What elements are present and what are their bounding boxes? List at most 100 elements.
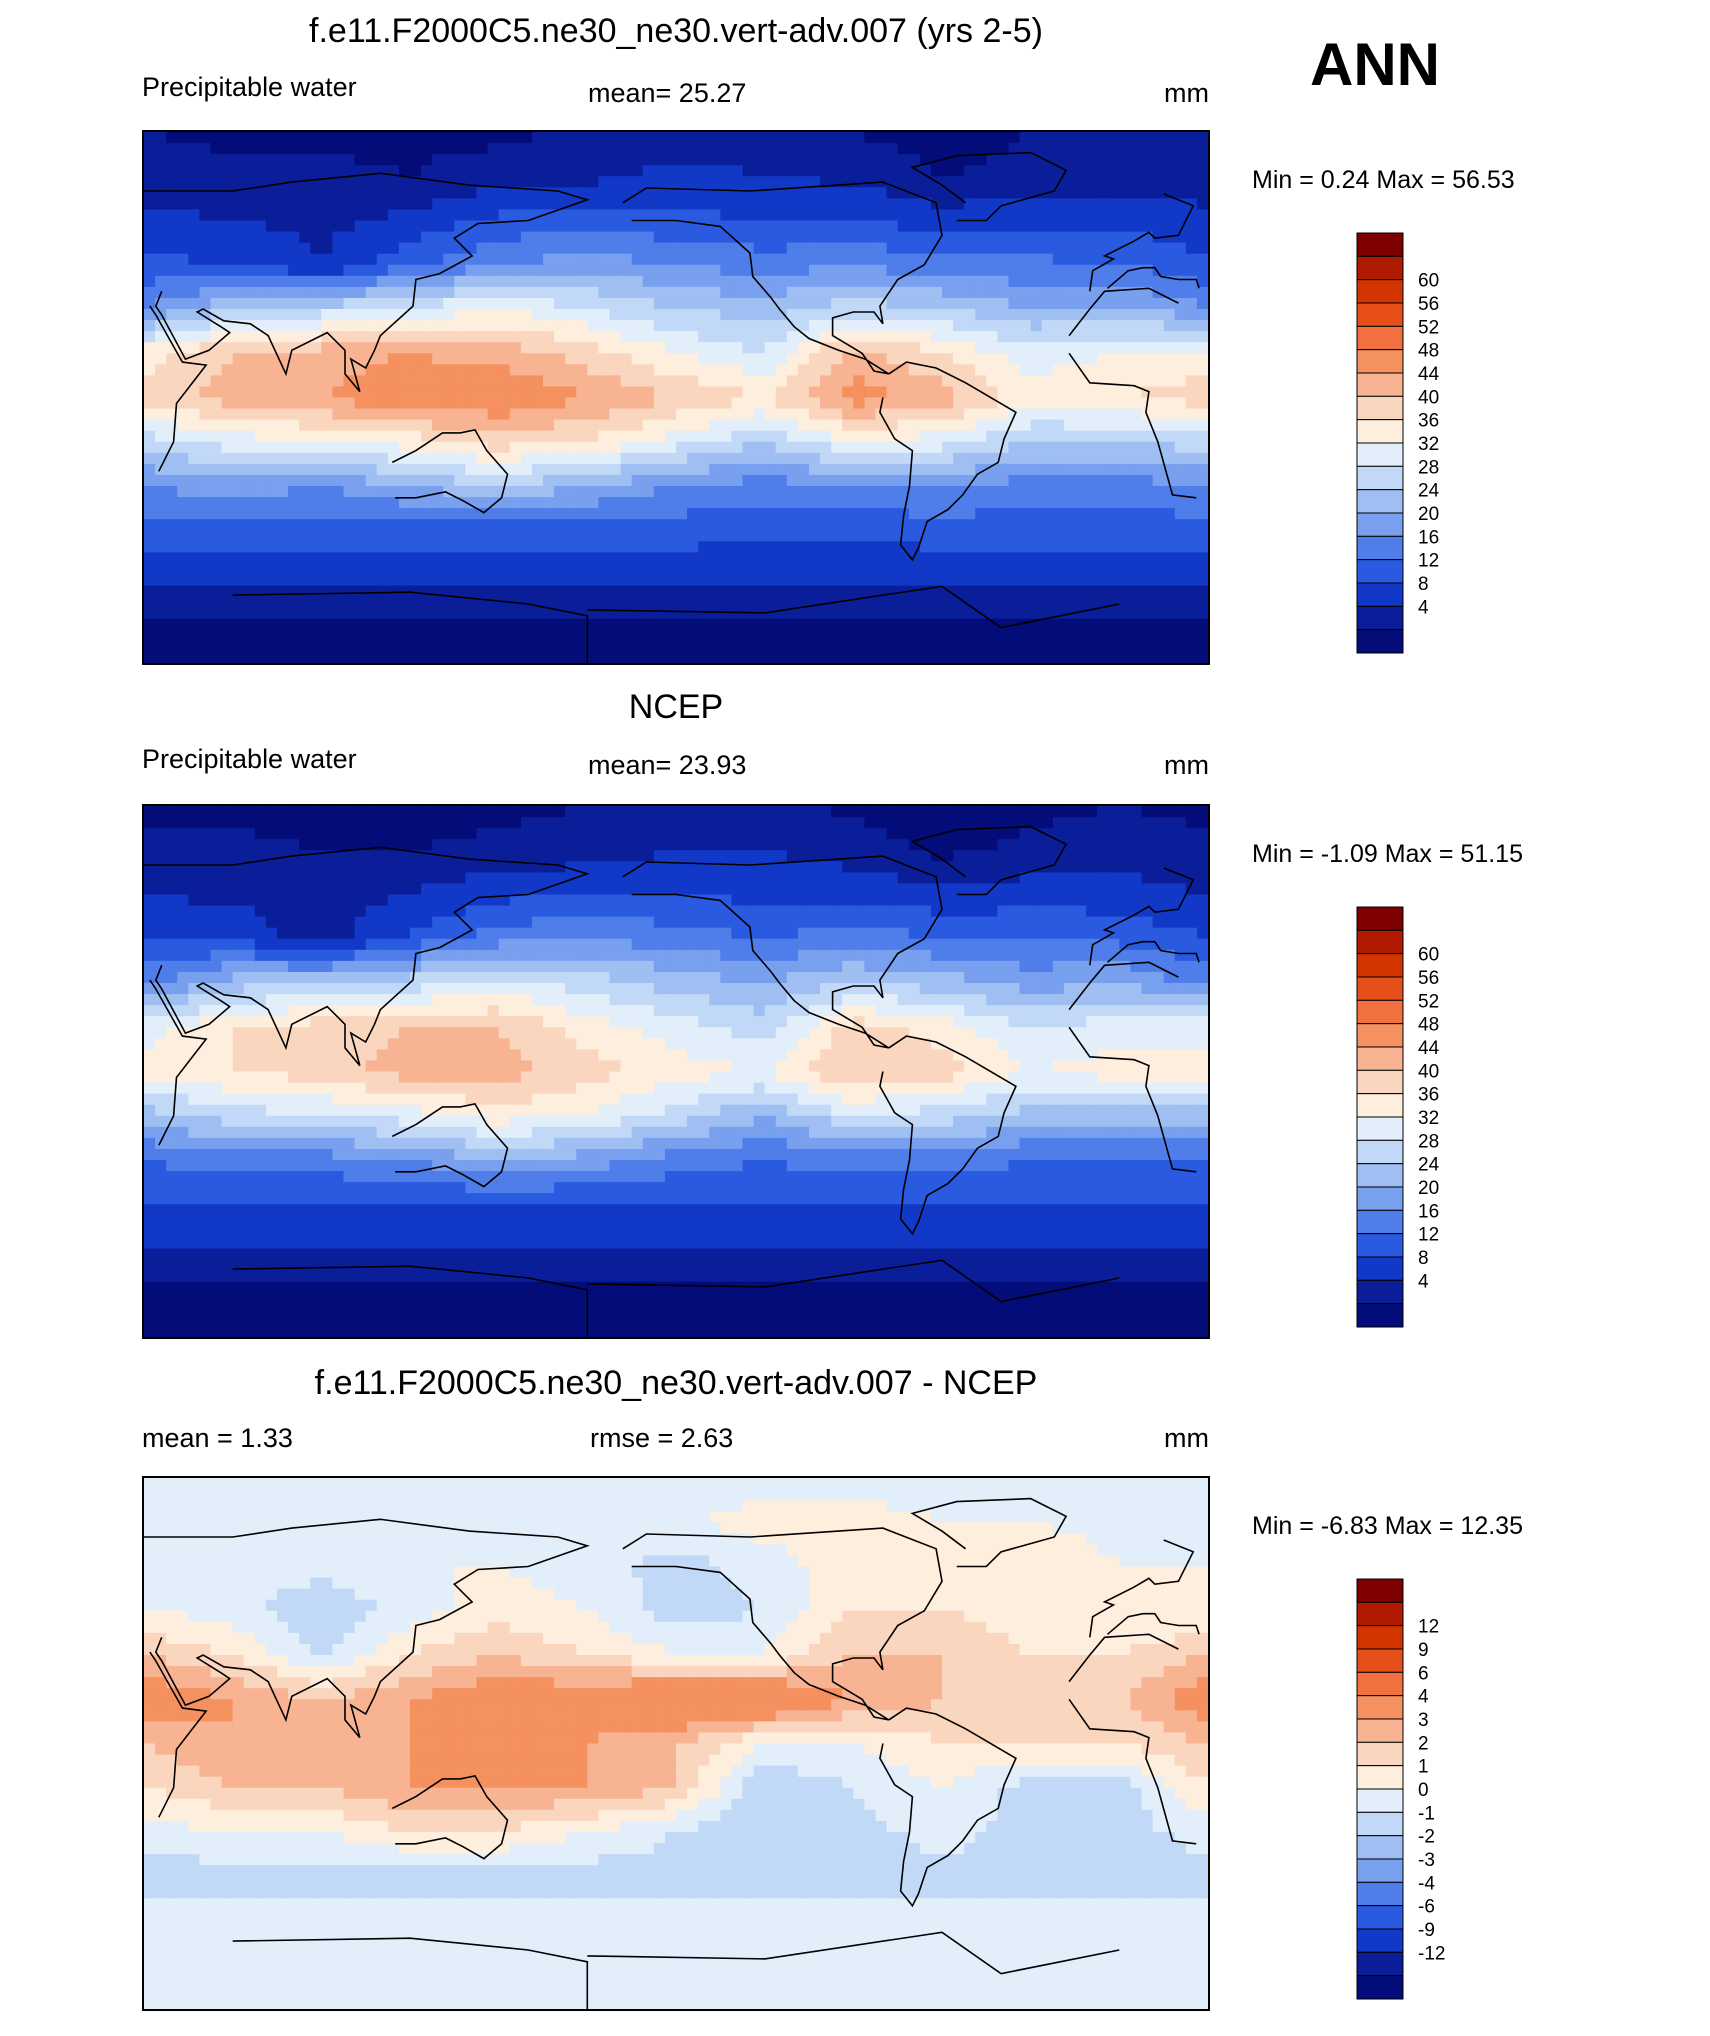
contour-cell	[1008, 198, 1021, 211]
contour-cell	[254, 607, 267, 620]
contour-cell	[576, 187, 588, 199]
contour-cell	[332, 353, 345, 365]
contour-cell	[221, 651, 234, 663]
contour-cell	[986, 552, 999, 565]
contour-cell	[332, 839, 345, 851]
contour-cell	[1130, 209, 1143, 222]
contour-cell	[908, 452, 921, 465]
contour-cell	[631, 297, 644, 310]
contour-cell	[376, 275, 389, 288]
contour-cell	[631, 209, 644, 222]
contour-cell	[531, 275, 544, 288]
contour-cell	[797, 585, 810, 598]
contour-cell	[520, 132, 533, 144]
contour-cell	[842, 463, 854, 476]
contour-cell	[753, 309, 766, 321]
contour-cell	[864, 253, 877, 266]
contour-cell	[1163, 817, 1176, 829]
contour-cell	[299, 242, 311, 255]
contour-cell	[387, 574, 400, 587]
contour-cell	[820, 198, 832, 211]
colorbar-tick-label: 48	[1418, 341, 1439, 362]
contour-cell	[310, 220, 322, 233]
contour-cell	[199, 596, 212, 609]
contour-cell	[742, 386, 755, 399]
contour-cell	[764, 320, 777, 332]
contour-cell	[465, 607, 478, 620]
contour-cell	[221, 176, 234, 188]
contour-cell	[642, 132, 655, 144]
contour-cell	[188, 165, 201, 177]
contour-cell	[1141, 375, 1154, 388]
contour-cell	[897, 530, 910, 542]
contour-cell	[620, 242, 633, 255]
contour-cell	[775, 408, 788, 421]
contour-cell	[387, 220, 400, 233]
contour-cell	[1130, 508, 1143, 520]
contour-cell	[753, 419, 766, 432]
coastline	[910, 151, 1068, 222]
contour-cell	[1063, 530, 1076, 542]
contour-cell	[387, 640, 400, 653]
contour-cell	[365, 165, 378, 177]
contour-cell	[997, 375, 1010, 388]
contour-cell	[886, 397, 899, 410]
contour-cell	[299, 629, 311, 642]
contour-cell	[975, 209, 987, 222]
contour-cell	[709, 508, 721, 520]
contour-cell	[243, 607, 256, 620]
contour-cell	[653, 176, 666, 188]
contour-cell	[964, 297, 976, 310]
contour-cell	[864, 441, 877, 454]
contour-cell	[609, 275, 622, 288]
contour-cell	[365, 220, 378, 233]
contour-cell	[764, 231, 777, 244]
contour-cell	[1019, 297, 1032, 310]
contour-cell	[676, 441, 688, 454]
contour-cell	[664, 563, 677, 576]
contour-cell	[853, 552, 866, 565]
contour-cell	[1030, 552, 1043, 565]
contour-cell	[1019, 342, 1032, 354]
contour-cell	[166, 419, 178, 432]
contour-cell	[1152, 585, 1165, 598]
contour-cell	[443, 651, 455, 663]
contour-cell	[144, 474, 156, 487]
contour-cell	[465, 596, 478, 609]
contour-cell	[1063, 231, 1076, 244]
contour-cell	[1141, 386, 1154, 399]
contour-cell	[742, 242, 755, 255]
contour-cell	[332, 253, 345, 266]
contour-cell	[1196, 231, 1208, 244]
contour-cell	[487, 297, 500, 310]
contour-cell	[410, 530, 422, 542]
contour-cell	[676, 198, 688, 211]
contour-cell	[487, 187, 500, 199]
contour-cell	[687, 828, 699, 840]
contour-cell	[775, 607, 788, 620]
contour-cell	[731, 596, 744, 609]
contour-cell	[1008, 231, 1021, 244]
contour-cell	[809, 331, 821, 343]
contour-cell	[398, 530, 411, 542]
contour-cell	[953, 585, 965, 598]
contour-cell	[1052, 309, 1065, 321]
contour-cell	[653, 386, 666, 399]
contour-cell	[487, 286, 500, 299]
contour-cell	[1052, 187, 1065, 199]
contour-cell	[775, 574, 788, 587]
contour-cell	[964, 585, 976, 598]
contour-cell	[554, 552, 566, 565]
contour-cell	[831, 231, 843, 244]
contour-cell	[277, 497, 289, 509]
contour-cell	[365, 806, 378, 818]
contour-cell	[820, 629, 832, 642]
contour-cell	[232, 474, 245, 487]
contour-cell	[509, 231, 522, 244]
contour-cell	[1075, 143, 1087, 155]
contour-cell	[299, 154, 311, 166]
contour-cell	[1075, 419, 1087, 432]
contour-cell	[1041, 552, 1054, 565]
contour-cell	[221, 596, 234, 609]
contour-cell	[1163, 441, 1176, 454]
